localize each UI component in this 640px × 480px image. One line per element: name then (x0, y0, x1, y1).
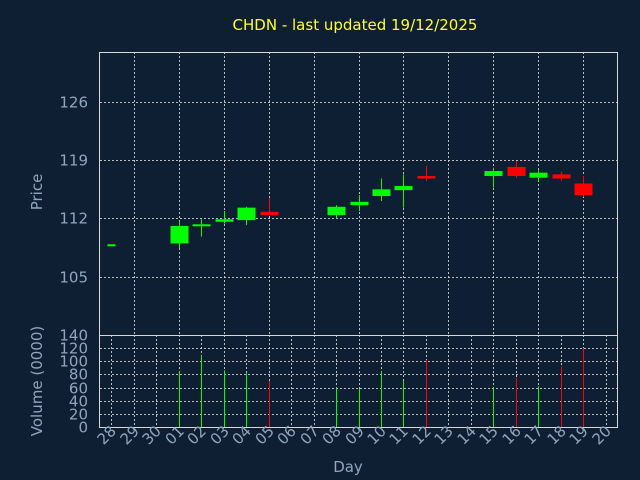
chart-title: CHDN - last updated 19/12/2025 (233, 16, 478, 34)
volume-tick-label: 100 (59, 353, 88, 371)
candle-body (529, 172, 548, 178)
candle-body (574, 183, 593, 196)
volume-tick-label: 80 (69, 366, 88, 384)
volume-tick-label: 120 (59, 340, 88, 358)
price-tick-label: 126 (59, 94, 88, 112)
candle-body (350, 201, 369, 206)
candle-body (237, 207, 256, 221)
price-tick-label: 105 (59, 269, 88, 287)
candle-body (552, 174, 571, 179)
volume-panel-frame (99, 335, 618, 428)
volume-tick-label: 140 (59, 327, 88, 345)
candle-body (484, 171, 503, 177)
price-tick-label: 119 (59, 152, 88, 170)
candle-body (192, 224, 211, 227)
candle-body (260, 211, 279, 216)
volume-tick-label: 60 (69, 380, 88, 398)
candle-body (215, 219, 234, 222)
volume-axis-label: Volume (0000) (28, 326, 46, 436)
candle-body (417, 176, 436, 179)
volume-tick-label: 0 (78, 419, 88, 437)
price-panel-frame (99, 52, 618, 336)
candle-body (170, 225, 189, 244)
x-axis-label: Day (333, 458, 363, 476)
price-tick-label: 112 (59, 210, 88, 228)
volume-tick-label: 40 (69, 393, 88, 411)
candle-body (107, 244, 116, 247)
day-tick-label: 20 (589, 422, 615, 448)
candle-body (394, 186, 413, 191)
candle-body (327, 206, 346, 216)
candle-body (372, 189, 391, 196)
price-axis-label: Price (28, 174, 46, 211)
volume-tick-label: 20 (69, 406, 88, 424)
candle-body (507, 166, 526, 177)
